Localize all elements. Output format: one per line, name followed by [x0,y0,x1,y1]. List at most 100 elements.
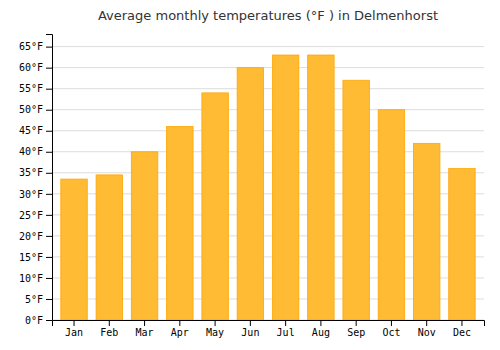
x-tick-label: Jun [241,327,259,338]
x-tick-label: Sep [347,327,365,338]
x-tick-label: Nov [418,327,436,338]
y-tick-mark [46,236,52,237]
y-tick: 65°F [19,41,52,52]
y-tick: 5°F [25,294,52,305]
y-tick-mark [46,47,52,48]
grid-line [52,67,484,68]
bar [449,169,475,320]
y-tick: 45°F [19,125,52,136]
bar [308,55,334,320]
x-tick-mark [74,320,75,326]
y-tick-mark [46,320,52,321]
y-tick: 30°F [19,189,52,200]
plot: 0°F 5°F 10°F 15°F 20°F 25°F 30°F 35°F 40°F 45°F 50… [19,35,485,339]
bar [131,152,157,320]
x-tick-label: Apr [171,327,189,338]
x-tick-label: Dec [453,327,471,338]
y-tick: 50°F [19,104,52,115]
x-axis-line [53,321,485,327]
x-tick-mark [461,320,462,326]
y-tick-label: 50°F [19,104,43,115]
y-axis: 0°F 5°F 10°F 15°F 20°F 25°F 30°F 35°F 40°F 45°F 50… [19,35,53,326]
x-tick-mark [356,320,357,326]
x-tick: Dec [453,320,471,338]
x-tick: Oct [382,320,400,338]
y-tick-label: 10°F [19,273,43,284]
y-tick-mark [46,152,52,153]
x-tick: Mar [136,320,154,338]
x-tick-mark [144,320,145,326]
x-tick: Apr [171,320,189,338]
y-tick-mark [46,89,52,90]
x-tick-mark [391,320,392,326]
bar [61,179,87,320]
bar [272,55,298,320]
x-tick: Jun [241,320,259,338]
x-tick-mark [179,320,180,326]
y-tick-mark [46,173,52,174]
grid [52,47,484,320]
x-tick: Feb [100,320,118,338]
x-tick-mark [285,320,286,326]
x-tick-mark [320,320,321,326]
x-tick-mark [250,320,251,326]
grid-line [52,46,484,47]
y-tick: 15°F [19,252,52,263]
x-tick-label: Aug [312,327,330,338]
x-tick: Sep [347,320,365,338]
y-tick: 25°F [19,210,52,221]
bar [202,93,228,320]
y-tick-label: 60°F [19,62,43,73]
x-tick-mark [426,320,427,326]
y-tick-label: 25°F [19,210,43,221]
grid-line [52,130,484,131]
x-tick: Aug [312,320,330,338]
bar [413,143,439,320]
x-tick: Jul [277,320,295,338]
x-tick: May [206,320,224,338]
bars [61,55,475,320]
bar [237,68,263,320]
x-tick-mark [215,320,216,326]
y-tick-label: 35°F [19,167,43,178]
chart: 0°F 5°F 10°F 15°F 20°F 25°F 30°F 35°F 40°F 45°F 50… [0,0,500,350]
grid-line [52,88,484,89]
y-tick-label: 55°F [19,83,43,94]
y-tick-mark [46,68,52,69]
y-tick-label: 15°F [19,252,43,263]
x-tick-label: Jul [277,327,295,338]
y-tick: 20°F [19,231,52,242]
x-tick: Jan [65,320,83,338]
y-tick-label: 5°F [25,294,43,305]
y-tick-mark [46,299,52,300]
bar [96,175,122,320]
x-tick-label: Mar [136,327,154,338]
y-tick-mark [46,215,52,216]
y-tick: 35°F [19,167,52,178]
x-tick-mark [109,320,110,326]
bar [167,127,193,320]
x-tick-label: Feb [100,327,118,338]
y-tick: 55°F [19,83,52,94]
y-tick-label: 40°F [19,146,43,157]
y-tick-mark [46,131,52,132]
y-tick-label: 20°F [19,231,43,242]
y-tick: 40°F [19,146,52,157]
x-axis: Jan Feb Mar Apr May Jun Jul Aug Sep Oct Nov Dec [53,320,485,338]
x-tick-label: May [206,327,224,338]
y-tick-label: 45°F [19,125,43,136]
y-tick-mark [46,257,52,258]
y-axis-line [46,35,53,321]
title: Average monthly temperatures (°F ) in De… [98,8,438,23]
x-tick-label: Jan [65,327,83,338]
y-tick-mark [46,194,52,195]
y-tick: 0°F [25,315,52,326]
y-tick: 10°F [19,273,52,284]
bar [343,80,369,320]
x-tick: Nov [418,320,436,338]
grid-line [52,109,484,110]
y-tick: 60°F [19,62,52,73]
x-tick-label: Oct [382,327,400,338]
y-tick-label: 65°F [19,41,43,52]
y-tick-label: 0°F [25,315,43,326]
